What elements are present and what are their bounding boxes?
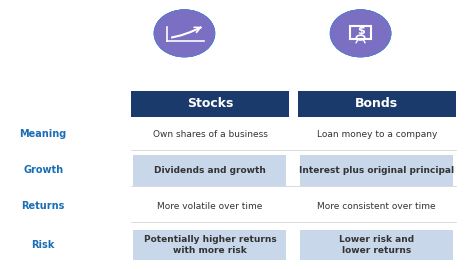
Ellipse shape [155,11,214,56]
Text: Returns: Returns [21,201,65,211]
Ellipse shape [330,10,391,56]
Ellipse shape [155,10,214,56]
Ellipse shape [156,11,213,55]
Text: More consistent over time: More consistent over time [318,202,436,211]
Text: Own shares of a business: Own shares of a business [153,130,267,139]
Ellipse shape [331,11,390,56]
Text: Potentially higher returns
with more risk: Potentially higher returns with more ris… [144,235,276,255]
Ellipse shape [155,10,214,56]
Ellipse shape [155,10,214,56]
Ellipse shape [155,10,214,56]
Ellipse shape [155,10,214,56]
Ellipse shape [155,10,215,56]
Ellipse shape [332,11,389,56]
Ellipse shape [332,11,390,56]
Ellipse shape [330,10,391,56]
Ellipse shape [331,11,390,56]
Ellipse shape [331,11,390,56]
Text: Stocks: Stocks [187,97,233,110]
Ellipse shape [155,11,213,56]
Text: Meaning: Meaning [19,129,67,140]
Ellipse shape [155,10,214,56]
Ellipse shape [331,11,390,56]
Ellipse shape [331,10,391,56]
Text: Loan money to a company: Loan money to a company [317,130,437,139]
FancyBboxPatch shape [131,91,289,117]
Text: More volatile over time: More volatile over time [157,202,263,211]
Ellipse shape [155,11,214,56]
Ellipse shape [155,10,214,56]
Ellipse shape [155,10,215,57]
Ellipse shape [155,10,214,56]
Ellipse shape [331,10,391,56]
Ellipse shape [155,11,213,56]
Ellipse shape [155,10,214,56]
FancyBboxPatch shape [134,230,286,260]
Ellipse shape [331,10,390,56]
Ellipse shape [155,11,213,56]
Text: Risk: Risk [31,240,55,250]
FancyBboxPatch shape [301,155,453,186]
Ellipse shape [330,10,391,57]
Ellipse shape [155,11,213,56]
Ellipse shape [332,11,390,56]
Ellipse shape [331,10,390,56]
Ellipse shape [332,11,389,55]
Text: Bonds: Bonds [355,97,398,110]
Ellipse shape [155,11,214,56]
Text: Growth: Growth [23,165,63,175]
FancyBboxPatch shape [134,155,286,186]
Text: $: $ [357,26,365,36]
Text: Lower risk and
lower returns: Lower risk and lower returns [339,235,414,255]
Ellipse shape [155,11,213,56]
Ellipse shape [331,10,390,56]
Ellipse shape [331,10,390,56]
FancyBboxPatch shape [298,91,456,117]
FancyBboxPatch shape [301,230,453,260]
Ellipse shape [331,10,390,56]
Text: Dividends and growth: Dividends and growth [154,166,266,175]
Ellipse shape [332,11,390,56]
Text: Interest plus original principal: Interest plus original principal [299,166,455,175]
Ellipse shape [331,10,390,56]
